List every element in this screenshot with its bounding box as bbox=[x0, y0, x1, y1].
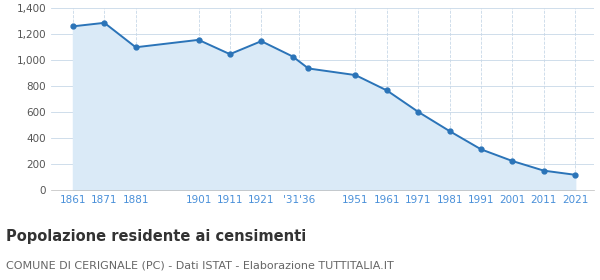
Text: COMUNE DI CERIGNALE (PC) - Dati ISTAT - Elaborazione TUTTITALIA.IT: COMUNE DI CERIGNALE (PC) - Dati ISTAT - … bbox=[6, 261, 394, 271]
Text: Popolazione residente ai censimenti: Popolazione residente ai censimenti bbox=[6, 229, 306, 244]
